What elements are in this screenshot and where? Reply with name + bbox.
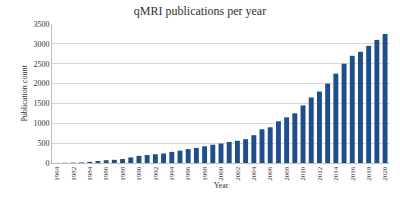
- svg-text:0: 0: [45, 159, 49, 168]
- svg-text:qMRI publications per year: qMRI publications per year: [134, 4, 266, 18]
- svg-text:1000: 1000: [33, 119, 49, 128]
- svg-text:2010: 2010: [299, 166, 307, 181]
- svg-text:2014: 2014: [332, 166, 340, 181]
- svg-text:2004: 2004: [250, 166, 258, 181]
- svg-text:2500: 2500: [33, 60, 49, 69]
- svg-text:1992: 1992: [152, 166, 160, 181]
- svg-text:1984: 1984: [86, 166, 94, 181]
- svg-text:3500: 3500: [33, 20, 49, 29]
- svg-text:2020: 2020: [381, 166, 389, 181]
- svg-text:500: 500: [37, 139, 49, 148]
- svg-text:2002: 2002: [234, 166, 242, 181]
- svg-text:2006: 2006: [266, 166, 274, 181]
- svg-text:Publication count: Publication count: [20, 65, 29, 122]
- svg-text:1500: 1500: [33, 99, 49, 108]
- svg-text:1998: 1998: [201, 166, 209, 181]
- svg-text:1964: 1964: [53, 166, 61, 181]
- svg-text:1996: 1996: [184, 166, 192, 181]
- svg-text:2012: 2012: [316, 166, 324, 181]
- svg-text:2000: 2000: [33, 79, 49, 88]
- svg-text:Year: Year: [214, 181, 229, 190]
- svg-text:1986: 1986: [102, 166, 110, 181]
- svg-text:1994: 1994: [168, 166, 176, 181]
- svg-text:1988: 1988: [119, 166, 127, 181]
- svg-text:2016: 2016: [349, 166, 357, 181]
- svg-text:2000: 2000: [217, 166, 225, 181]
- svg-text:2008: 2008: [283, 166, 291, 181]
- svg-text:1990: 1990: [135, 166, 143, 181]
- svg-text:2018: 2018: [365, 166, 373, 181]
- svg-text:1982: 1982: [70, 166, 78, 181]
- svg-text:3000: 3000: [33, 40, 49, 49]
